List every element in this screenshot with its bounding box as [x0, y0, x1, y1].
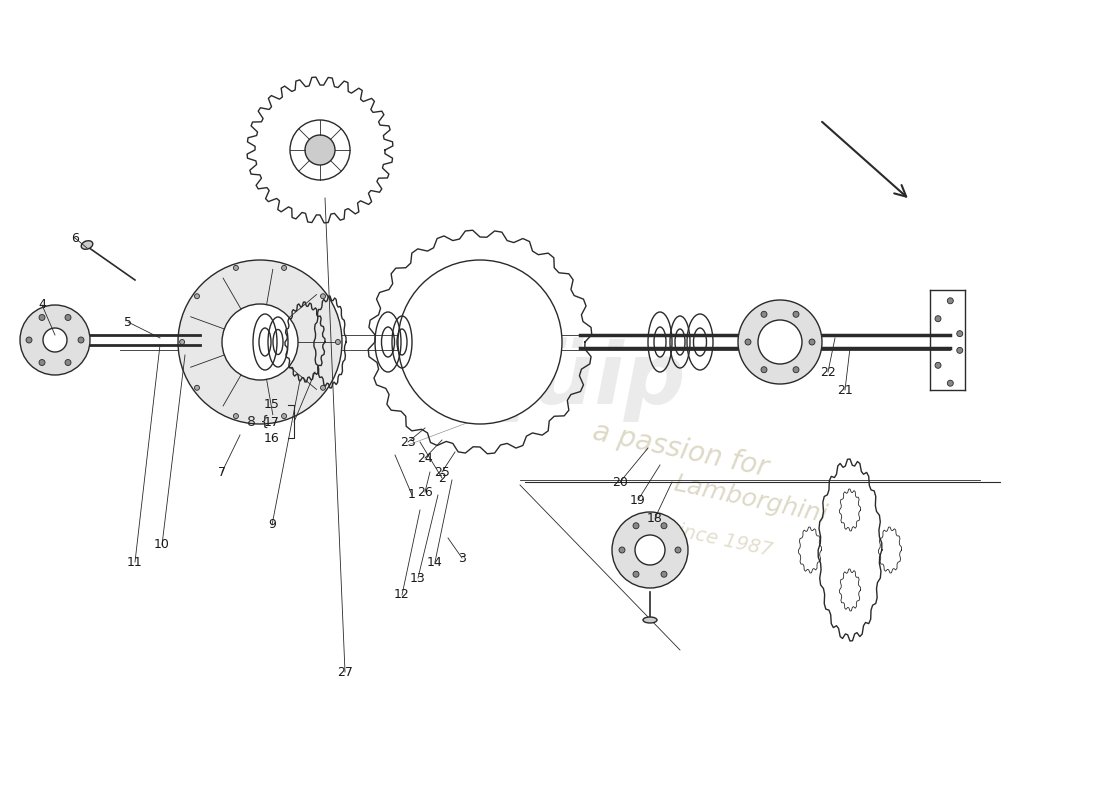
Text: 26: 26 — [417, 486, 433, 498]
Circle shape — [632, 522, 639, 529]
Text: Lamborghini: Lamborghini — [671, 472, 829, 528]
Circle shape — [661, 522, 667, 529]
Circle shape — [195, 294, 199, 298]
Circle shape — [675, 547, 681, 553]
Text: 15: 15 — [264, 398, 279, 411]
Circle shape — [320, 294, 326, 298]
Circle shape — [222, 304, 298, 380]
Circle shape — [43, 328, 67, 352]
Text: 14: 14 — [427, 555, 443, 569]
Text: 13: 13 — [410, 571, 426, 585]
Circle shape — [336, 339, 340, 345]
Text: a passion for: a passion for — [590, 418, 770, 482]
Circle shape — [632, 571, 639, 578]
Circle shape — [793, 366, 799, 373]
Text: 1: 1 — [408, 489, 416, 502]
Circle shape — [282, 414, 287, 418]
Circle shape — [619, 547, 625, 553]
Circle shape — [65, 314, 72, 321]
Text: eqüip: eqüip — [414, 338, 686, 422]
Circle shape — [761, 311, 767, 318]
Text: 22: 22 — [821, 366, 836, 378]
Circle shape — [179, 339, 185, 345]
Text: 4: 4 — [39, 298, 46, 311]
Text: 25: 25 — [434, 466, 450, 478]
Text: 21: 21 — [837, 383, 852, 397]
Circle shape — [282, 266, 287, 270]
Circle shape — [761, 366, 767, 373]
Circle shape — [65, 359, 72, 366]
Circle shape — [935, 316, 940, 322]
Circle shape — [233, 266, 239, 270]
Text: 9: 9 — [268, 518, 276, 531]
Circle shape — [39, 359, 45, 366]
Circle shape — [320, 386, 326, 390]
Text: since 1987: since 1987 — [666, 520, 774, 560]
Circle shape — [39, 314, 45, 321]
Text: 8 {: 8 { — [246, 415, 270, 429]
Circle shape — [738, 300, 822, 384]
Text: 23: 23 — [400, 435, 416, 449]
Circle shape — [758, 320, 802, 364]
Circle shape — [947, 298, 954, 304]
Circle shape — [305, 135, 336, 165]
Circle shape — [957, 347, 962, 354]
Text: 27: 27 — [337, 666, 353, 678]
Text: 20: 20 — [612, 475, 628, 489]
Circle shape — [195, 386, 199, 390]
Text: 11: 11 — [128, 555, 143, 569]
Circle shape — [78, 337, 84, 343]
Ellipse shape — [81, 241, 92, 250]
Circle shape — [20, 305, 90, 375]
Text: 3: 3 — [458, 551, 466, 565]
Circle shape — [745, 339, 751, 345]
Circle shape — [178, 260, 342, 424]
Text: 18: 18 — [647, 511, 663, 525]
Circle shape — [947, 380, 954, 386]
Text: 6: 6 — [72, 231, 79, 245]
Text: 16: 16 — [264, 431, 279, 445]
Circle shape — [233, 414, 239, 418]
Text: 24: 24 — [417, 451, 433, 465]
Text: 7: 7 — [218, 466, 226, 478]
Circle shape — [398, 260, 562, 424]
Text: 10: 10 — [154, 538, 169, 551]
Circle shape — [612, 512, 688, 588]
Circle shape — [793, 311, 799, 318]
Circle shape — [957, 330, 962, 337]
Circle shape — [808, 339, 815, 345]
Circle shape — [635, 535, 666, 565]
Text: 5: 5 — [124, 315, 132, 329]
Text: 17: 17 — [264, 415, 279, 429]
Circle shape — [661, 571, 667, 578]
Text: 19: 19 — [630, 494, 646, 506]
Text: 2: 2 — [438, 471, 446, 485]
Circle shape — [26, 337, 32, 343]
Text: 12: 12 — [394, 589, 410, 602]
Circle shape — [290, 120, 350, 180]
Ellipse shape — [644, 617, 657, 623]
Circle shape — [935, 362, 940, 368]
